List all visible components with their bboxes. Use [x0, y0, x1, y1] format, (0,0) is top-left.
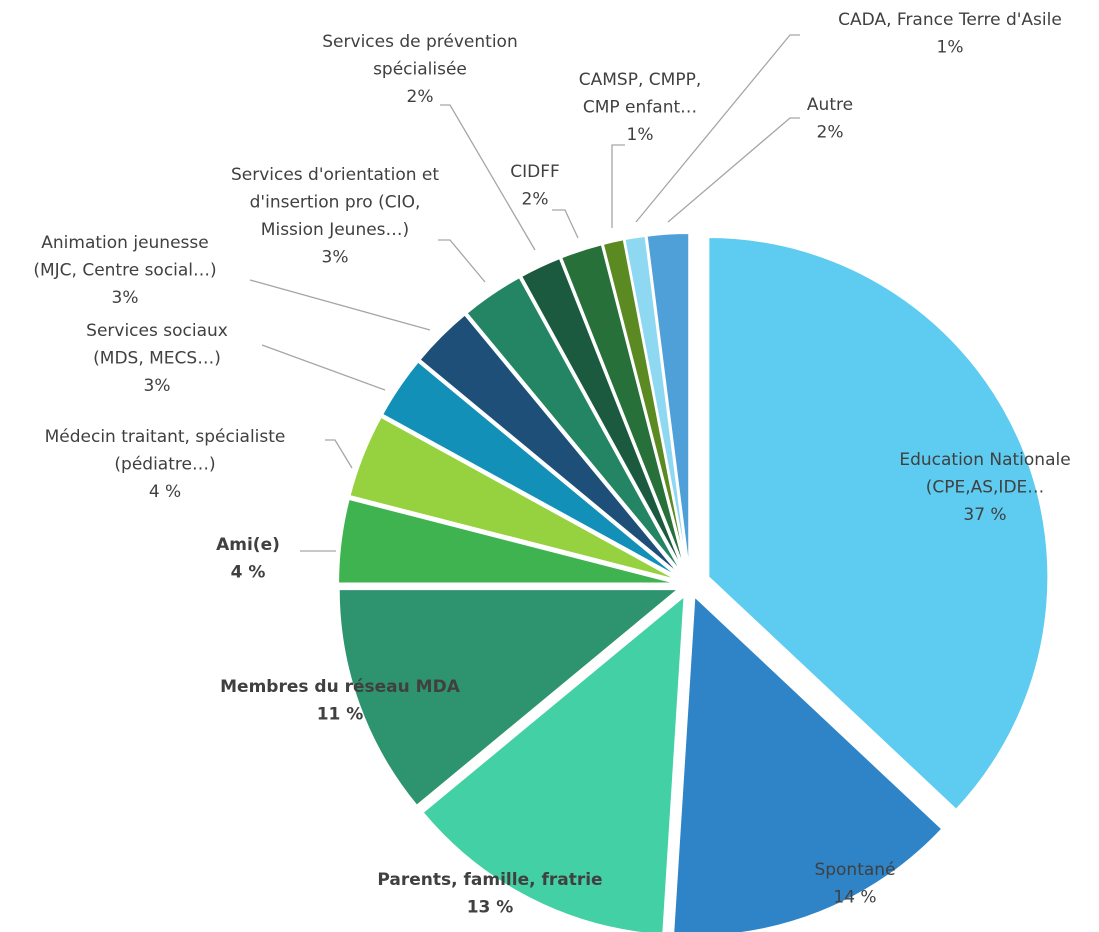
value-label: 3%: [112, 288, 139, 308]
leader-line: [611, 144, 625, 228]
slice-label: Services de prévention spécialisée: [322, 32, 517, 80]
leader-line: [440, 104, 536, 251]
slice-label: Services d'orientation et d'insertion pro…: [231, 165, 439, 240]
pie-slice: [337, 588, 682, 808]
value-label: 4 %: [149, 482, 181, 502]
leader-line: [552, 209, 579, 239]
pie-slice: [348, 415, 680, 582]
slice-label: Animation jeunesse (MJC, Centre social…): [33, 233, 216, 281]
pie-slice: [465, 275, 685, 576]
slice-label: Autre: [807, 95, 853, 115]
pie-slice: [645, 232, 691, 574]
slice-label: Médecin traitant, spécialiste (pédiatre…): [45, 427, 286, 475]
leader-line: [438, 239, 486, 283]
value-label: 2%: [407, 87, 434, 107]
value-label: 1%: [627, 125, 654, 145]
slice-label: Services sociaux (MDS, MECS…): [86, 321, 228, 369]
slice-label: Education Nationale (CPE,AS,IDE…: [899, 450, 1070, 498]
value-label: 11 %: [317, 705, 364, 725]
leader-line: [325, 439, 353, 469]
pie-slice: [418, 313, 683, 578]
leader-line: [249, 279, 431, 331]
value-label: 2%: [817, 123, 844, 143]
slice-label: Spontané: [814, 860, 895, 880]
slice-label: Parents, famille, fratrie: [377, 870, 602, 890]
slice-label: Membres du réseau MDA: [220, 677, 461, 697]
value-label: 1%: [937, 38, 964, 58]
pie-slice: [337, 497, 679, 585]
value-label: 4 %: [231, 563, 266, 583]
pie-slice: [707, 236, 1050, 812]
value-label: 3%: [322, 248, 349, 268]
pie-slice: [623, 234, 690, 574]
leader-line: [667, 117, 800, 223]
pie-slice: [380, 360, 681, 580]
pie-slice: [672, 593, 944, 932]
value-label: 37 %: [963, 505, 1006, 525]
pie-slice: [559, 243, 688, 574]
value-label: 2%: [522, 190, 549, 210]
leader-line: [635, 34, 800, 223]
value-label: 14 %: [833, 888, 876, 908]
pie-slice: [519, 256, 686, 575]
value-label: 13 %: [467, 898, 514, 918]
slice-label: Ami(e): [216, 535, 280, 555]
slice-label: CADA, France Terre d'Asile: [838, 10, 1062, 30]
slice-label: CAMSP, CMPP, CMP enfant…: [579, 70, 701, 118]
slice-label: CIDFF: [510, 162, 560, 182]
value-label: 3%: [144, 376, 171, 396]
leader-line: [261, 344, 386, 391]
pie-slice: [421, 593, 686, 932]
